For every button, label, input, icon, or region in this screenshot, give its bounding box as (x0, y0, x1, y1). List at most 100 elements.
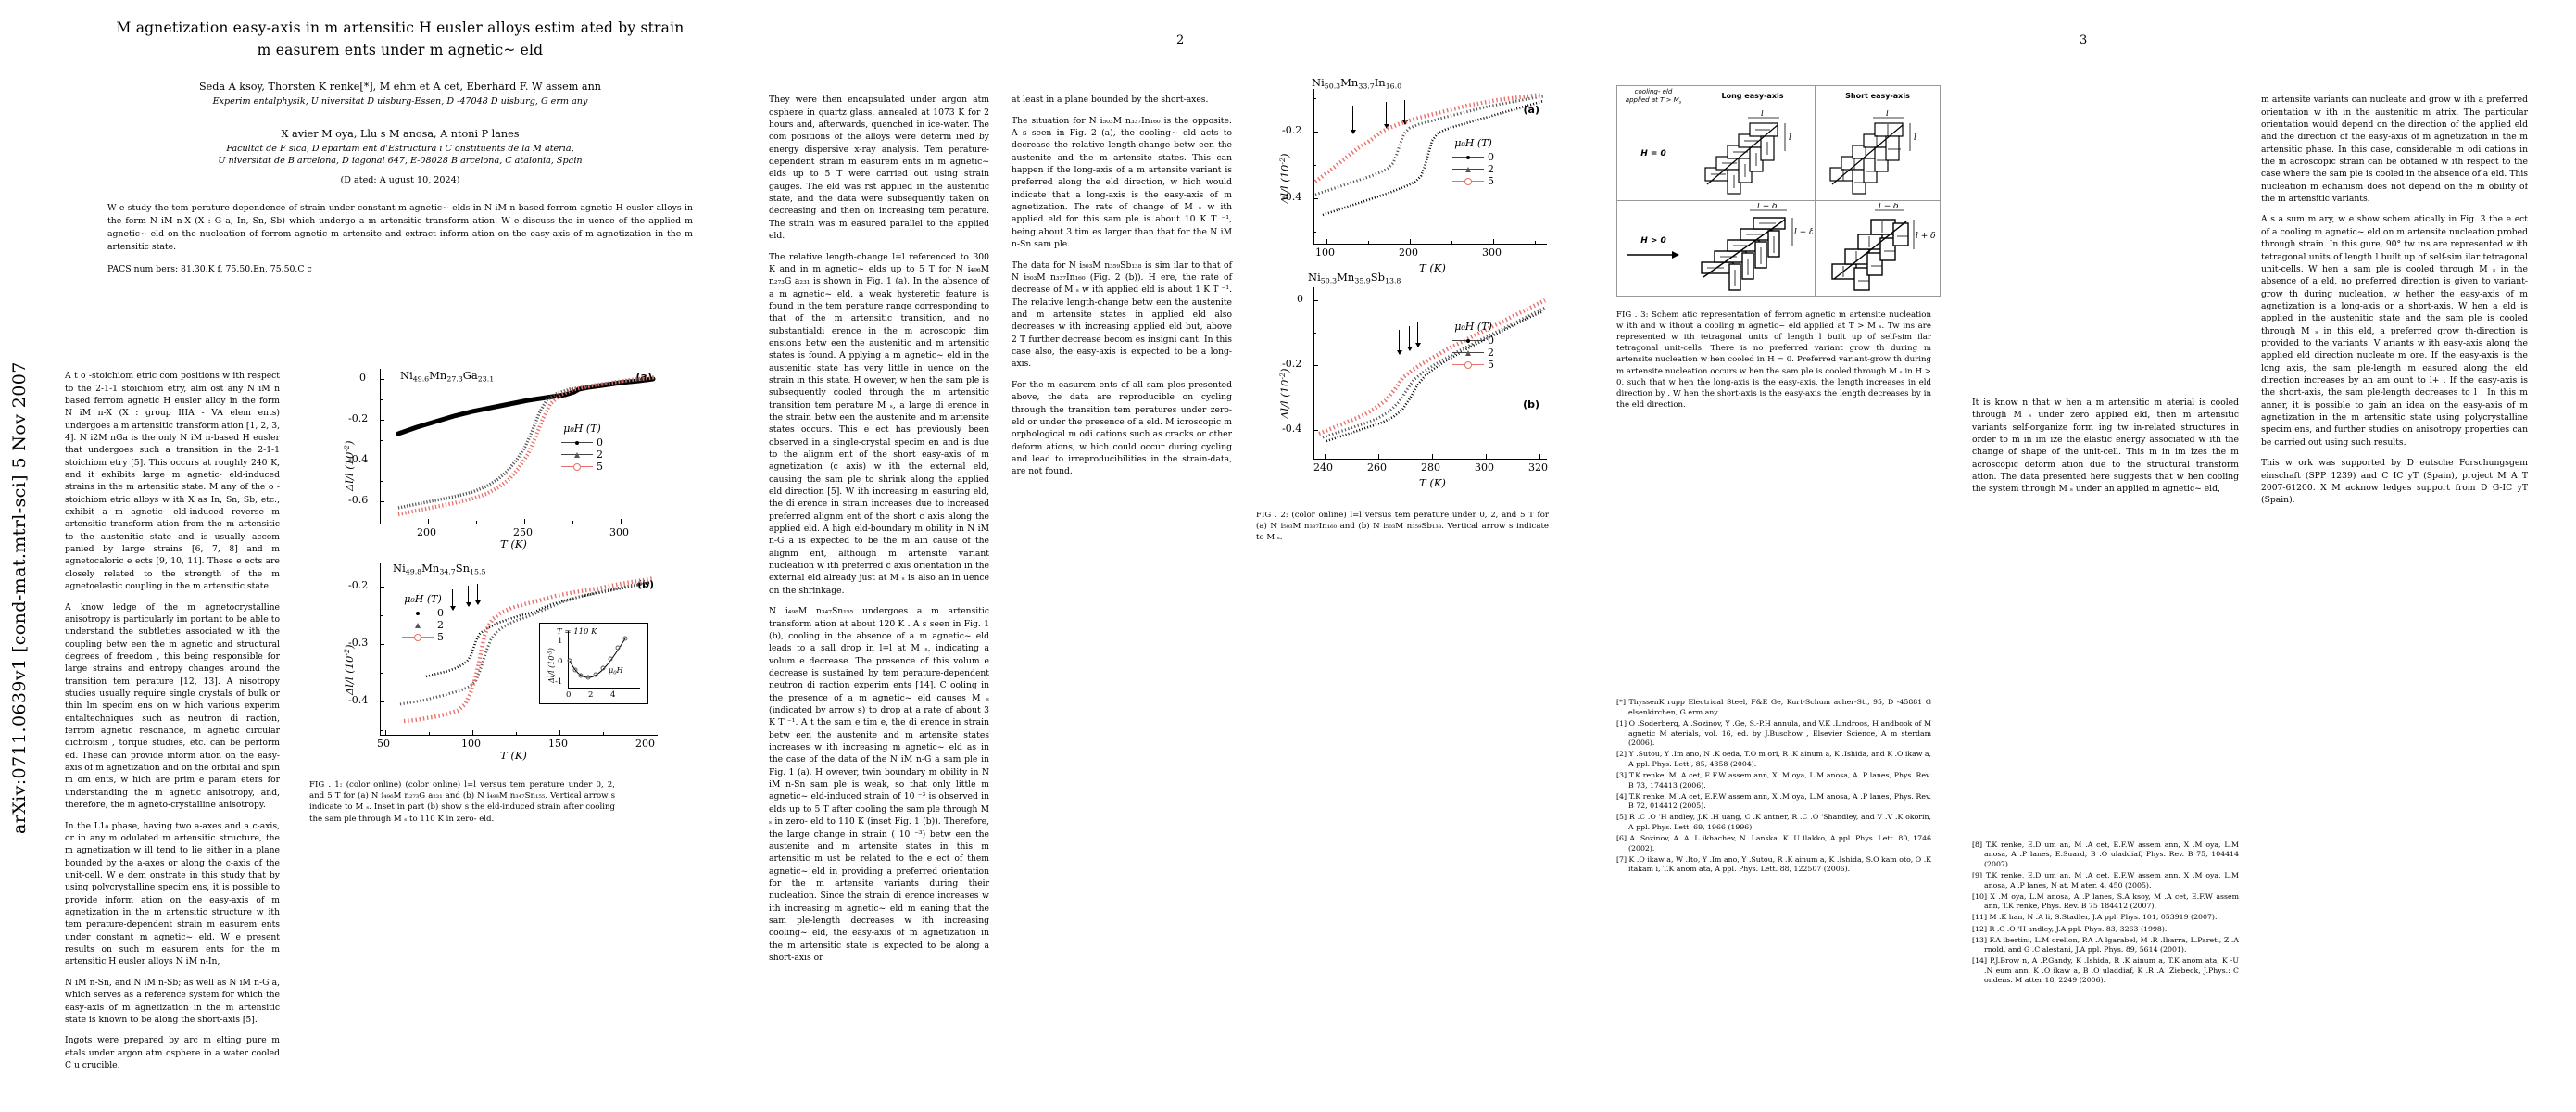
legend-label: 2 (1488, 163, 1494, 175)
field-direction-arrow (1626, 249, 1681, 260)
legend-row: 2 (1452, 163, 1494, 175)
reference-item: [13] F.A lbertini, L.M orellon, P.A .A l… (1972, 936, 2239, 955)
figure-1b-inset: T = 110 K 1 0 -1 0 2 4 Δl/l (10-5) μ0H (539, 623, 648, 704)
reference-item: [9] T.K renke, E.D um an, M .A cet, E.F.… (1972, 871, 2239, 891)
figure-3-cell-h0-short: l l (1816, 107, 1941, 200)
reference-item: [3] T.K renke, M .A cet, E.F.W assem ann… (1616, 771, 1931, 790)
author-list-2: X avier M oya, Llu s M anosa, A ntoni P … (57, 127, 743, 143)
legend-swatch-0 (1452, 340, 1484, 341)
stair-diagram-h0-short: l l (1817, 110, 1938, 196)
figure-3-col-head-short: Short easy-axis (1816, 86, 1941, 107)
figure-1b: -0.2 -0.3 -0.4 50 100 150 (300, 556, 719, 771)
page-3-column-2: It is know n that w hen a m artensitic m… (1972, 85, 2239, 988)
figure-3-cell-hgt0-long: l + δ l − δ (1690, 200, 1816, 296)
reference-item: [4] T.K renke, M .A cet, E.F.W assem ann… (1616, 792, 1931, 812)
legend-row: 5 (561, 461, 603, 473)
figure-3-table: cooling- eld applied at T > Ms Long easy-… (1616, 85, 1941, 297)
paragraph: The situation for N i₅₀₃M n₃₃₇In₁₆₀ is t… (1012, 115, 1232, 251)
reference-item: [10] X .M oya, L.M anosa, A .P lanes, S.… (1972, 892, 2239, 912)
legend-row: 0 (1452, 151, 1494, 163)
legend-label: 0 (1488, 335, 1494, 347)
legend-label: 5 (437, 631, 444, 643)
y-tick-label: 0 (359, 372, 366, 384)
legend-row: 0 (402, 607, 444, 619)
page-3-column-3: m artensite variants can nucleate and gr… (2261, 85, 2528, 988)
dim-label-minus: l − δ (1794, 228, 1813, 237)
sample-formula-label: Ni50.3Mn35.9Sb13.8 (1308, 271, 1401, 284)
legend-label: 0 (597, 436, 603, 449)
svg-text:l: l (1914, 133, 1916, 143)
legend-swatch-0 (1452, 157, 1484, 158)
figure-3-caption: FIG . 3: Schem atic representation of fe… (1616, 310, 1931, 411)
dim-label-minus: l − δ (1879, 203, 1899, 211)
paragraph: at least in a plane bounded by the short… (1012, 94, 1232, 106)
paragraph: m artensite variants can nucleate and gr… (2261, 94, 2528, 205)
figure-1b-y-axis-label: Δl/l (10-2) (343, 645, 356, 695)
page-1-column-left: A t o -stoichiom etric com positions w i… (65, 361, 280, 1080)
paragraph: A s a sum m ary, w e show schem atically… (2261, 213, 2528, 449)
reference-item: [8] T.K renke, E.D um an, M .A cet, E.F.… (1972, 840, 2239, 870)
paragraph: It is know n that w hen a m artensitic m… (1972, 397, 2239, 496)
legend-label: 2 (597, 449, 603, 461)
legend-row: 5 (402, 631, 444, 643)
x-tick-label: 100 (1315, 246, 1335, 259)
page-1-columns: A t o -stoichiom etric com positions w i… (65, 361, 735, 1080)
legend-title: μ₀H (T) (402, 593, 444, 605)
figure-2b-legend: μ₀H (T) 0 2 5 (1452, 321, 1494, 371)
pacs-numbers: PACS num bers: 81.30.K f, 75.50.En, 75.5… (107, 264, 693, 274)
legend-row: 0 (1452, 335, 1494, 347)
legend-label: 0 (1488, 151, 1494, 163)
x-tick-label: 200 (417, 526, 436, 538)
affiliation-1: Experim entalphysik, U niversitat D uisb… (57, 95, 743, 108)
legend-swatch-2 (1452, 352, 1484, 353)
page-3-columns: cooling- eld applied at T > Ms Long easy-… (1616, 85, 2552, 988)
figure-3-cell-hgt0-short: l − δ l + δ (1816, 200, 1941, 296)
page-number-2: 2 (1176, 33, 1184, 47)
legend-row: 2 (561, 449, 603, 461)
x-tick-label: 200 (635, 738, 655, 750)
legend-row: 5 (1452, 175, 1494, 187)
legend-title: μ₀H (T) (1452, 137, 1494, 149)
figure-1b-plot: -0.2 -0.3 -0.4 50 100 150 (380, 563, 658, 736)
figure-1-caption: FIG . 1: (color online) (color online) l… (309, 779, 615, 825)
x-tick-label: 300 (609, 526, 629, 538)
legend-swatch-0 (561, 442, 593, 443)
figure-1a-plot: 0 -0.2 -0.4 -0.6 200 250 300 (380, 369, 658, 524)
paragraph: N i₄₉₈M n₃₄₇Sn₁₅₅ undergoes a m artensit… (769, 605, 989, 964)
stair-diagram-hgt0-long: l + δ l − δ (1692, 203, 1813, 292)
svg-text:l: l (1886, 110, 1889, 119)
x-tick-label: 300 (1482, 246, 1502, 259)
x-tick-label: 280 (1421, 461, 1440, 474)
page-number-3: 3 (2080, 33, 2087, 47)
y-tick-label: -0.2 (348, 412, 368, 424)
figure-1a-legend: μ₀H (T) 0 2 5 (561, 423, 603, 473)
legend-title: μ₀H (T) (561, 423, 603, 435)
dim-label-plus: l + δ (1757, 203, 1778, 211)
paragraph: The relative length-change l=l reference… (769, 251, 989, 598)
dim-label-plus: l + δ (1916, 232, 1936, 241)
legend-label: 0 (437, 607, 444, 619)
paragraph: For the m easurem ents of all sam ples p… (1012, 379, 1232, 478)
figure-2a-series (1313, 89, 1547, 245)
x-tick-label: 320 (1528, 461, 1548, 474)
legend-swatch-5 (402, 637, 434, 638)
legend-swatch-5 (1452, 364, 1484, 365)
page-2-column-2: at least in a plane bounded by the short… (1012, 85, 1232, 972)
x-tick-label: 300 (1475, 461, 1494, 474)
svg-text:l: l (1761, 110, 1764, 119)
figure-1-container: 0 -0.2 -0.4 -0.6 200 250 300 (300, 361, 719, 1080)
legend-row: 2 (402, 619, 444, 631)
paragraph: A know ledge of the m agnetocrystalline … (65, 601, 280, 812)
figure-2b-series (1313, 287, 1547, 460)
legend-label: 5 (597, 461, 603, 473)
paragraph: In the L1₀ phase, having two a-axes and … (65, 820, 280, 968)
legend-label: 2 (1488, 347, 1494, 359)
references-left: [*] ThyssenK rupp Electrical Steel, F&E … (1616, 698, 1931, 875)
inset-series (540, 624, 647, 703)
date-line: (D ated: A ugust 10, 2024) (57, 175, 743, 185)
paragraph: N iM n-Sn, and N iM n-Sb; as well as N i… (65, 977, 280, 1026)
figure-3-row-label-text: H > 0 (1640, 236, 1666, 246)
page-2-columns: They were then encapsulated under argon … (769, 85, 1584, 972)
y-tick-label: 0 (1297, 293, 1303, 305)
figure-2-caption: FIG . 2: (color online) l=l versus tem p… (1256, 510, 1549, 544)
